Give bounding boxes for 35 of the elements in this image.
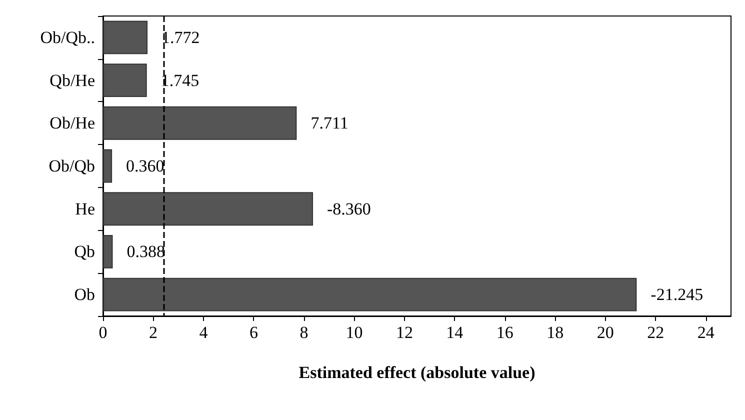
x-axis-title: Estimated effect (absolute value) [298,363,536,382]
x-tick-label: 4 [199,323,208,342]
bar [103,64,147,97]
bar [103,149,112,183]
x-tick-label: 16 [496,323,514,342]
x-tick-label: 2 [148,323,158,342]
x-tick-label: 8 [300,323,308,342]
y-tick-label: Qb/He [50,70,95,90]
x-tick-label: 10 [346,323,363,342]
x-tick-label: 12 [396,323,413,342]
annotation: 1.772 [162,28,200,47]
bar [103,192,314,226]
x-tick-label: 20 [596,323,614,342]
annotation: 0.388 [126,242,165,262]
bar [103,20,148,54]
y-tick-label: Ob [74,285,95,304]
annotation: 7.711 [310,114,348,133]
x-tick-label: 0 [98,323,108,342]
x-tick-label: 6 [249,323,258,342]
annotation: 0.360 [126,156,164,176]
y-tick-label: Ob/Qb [48,156,95,176]
y-tick-label: Ob/He [50,114,95,133]
y-tick-label: He [75,199,95,218]
annotation: -8.360 [327,199,371,218]
x-tick-label: 22 [647,323,664,342]
x-tick-label: 18 [546,323,564,342]
x-tick-label: 24 [697,323,715,342]
bar [103,235,113,268]
annotation: -21.245 [650,285,704,304]
bar [103,106,297,140]
annotation: 1.745 [160,70,200,90]
bar [103,278,637,312]
y-tick-label: Ob/Qb.. [40,28,95,47]
y-tick-label: Qb [74,242,95,262]
x-tick-label: 14 [446,323,464,342]
